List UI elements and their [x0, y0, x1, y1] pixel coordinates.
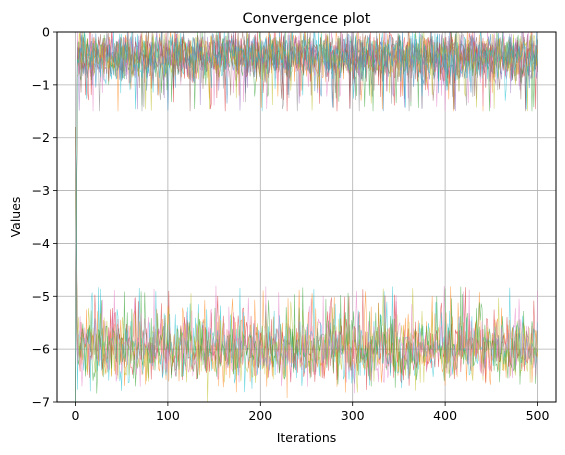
plot-frame	[56, 31, 557, 403]
y-tick-label: −7	[32, 395, 50, 410]
x-tick-label: 400	[433, 408, 457, 423]
lower-series-line-5	[75, 127, 538, 394]
x-tick-label: 300	[341, 408, 365, 423]
chart-title: Convergence plot	[242, 11, 370, 27]
series-group	[75, 32, 538, 402]
y-tick-label: −4	[32, 236, 50, 251]
y-axis: 0 −1 −2 −3 −4 −5 −6 −7	[32, 25, 57, 410]
y-tick-label: −1	[32, 77, 50, 92]
y-tick-label: −6	[32, 342, 50, 357]
upper-series-line-9	[75, 32, 538, 402]
y-axis-label: Values	[8, 197, 23, 238]
y-tick-label: −5	[32, 289, 50, 304]
x-tick-label: 0	[72, 408, 80, 423]
y-tick-label: −3	[32, 183, 50, 198]
x-axis-label: Iterations	[277, 430, 337, 445]
y-tick-label: 0	[42, 25, 50, 40]
x-tick-label: 200	[248, 408, 272, 423]
x-tick-label: 500	[526, 408, 550, 423]
x-axis: 0 100 200 300 400 500	[72, 402, 550, 423]
x-tick-label: 100	[156, 408, 180, 423]
y-tick-label: −2	[32, 130, 50, 145]
